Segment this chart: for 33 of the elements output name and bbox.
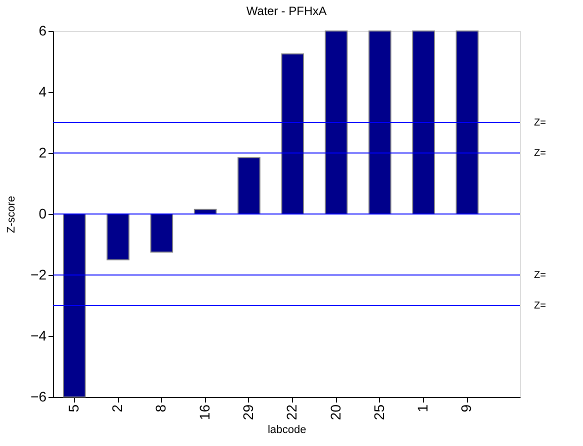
chart-title: Water - PFHxA xyxy=(246,4,327,18)
y-tick-label: 6 xyxy=(38,22,47,38)
bar xyxy=(324,30,348,214)
x-tick-label: 25 xyxy=(370,404,387,420)
bar xyxy=(106,214,130,260)
bar xyxy=(150,214,174,253)
bar xyxy=(456,30,479,214)
x-tick-label: 8 xyxy=(152,404,169,412)
x-tick-label: 1 xyxy=(414,404,431,412)
bar xyxy=(412,30,435,214)
x-tick-label: 16 xyxy=(196,404,212,420)
y-tick-label: −4 xyxy=(30,328,47,344)
bar xyxy=(368,30,392,214)
x-tick-label: 22 xyxy=(284,404,300,420)
ref-line-label: Z= xyxy=(534,300,546,312)
bar xyxy=(238,157,260,214)
x-tick-label: 9 xyxy=(458,404,474,412)
y-tick-label: 0 xyxy=(38,206,47,222)
x-tick-label: 20 xyxy=(327,404,344,420)
ref-line-label: Z= xyxy=(534,270,546,281)
x-tick-label: 29 xyxy=(240,404,256,420)
bar xyxy=(281,53,304,214)
y-axis-title: Z-score xyxy=(6,196,18,234)
bar xyxy=(62,214,86,398)
y-tick-label: 4 xyxy=(38,84,47,100)
ref-line-label: Z= xyxy=(534,148,546,159)
y-tick-label: 2 xyxy=(38,144,47,160)
y-tick-label: −2 xyxy=(30,266,47,282)
ref-line-label: Z= xyxy=(534,118,546,128)
x-tick-label: 2 xyxy=(109,404,126,412)
x-axis-title: labcode xyxy=(268,424,306,436)
x-tick-label: 5 xyxy=(65,404,82,412)
y-tick-label: −6 xyxy=(30,388,47,404)
